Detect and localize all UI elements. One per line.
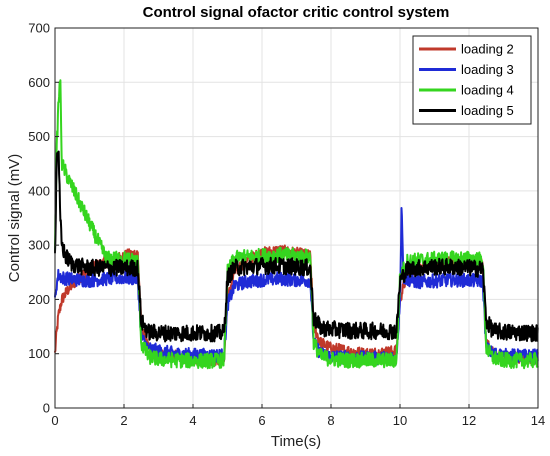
- tick-labels: 0 2 4 6 8 10 12 14 0 100 200 300 400 500 600 700: [28, 21, 545, 429]
- legend-entry-label: loading 2: [461, 42, 514, 57]
- x-tick-label: 4: [189, 413, 196, 428]
- x-tick-label: 6: [258, 413, 265, 428]
- chart-title: Control signal ofactor critic control sy…: [143, 4, 450, 21]
- grid-lines: [54, 27, 539, 409]
- y-tick-label: 400: [28, 183, 50, 198]
- x-tick-label: 0: [51, 413, 58, 428]
- legend-entry-label: loading 4: [461, 83, 514, 98]
- y-tick-label: 500: [28, 129, 50, 144]
- x-axis-label: Time(s): [271, 433, 321, 450]
- series-line-loading-4: [54, 79, 539, 370]
- y-tick-label: 300: [28, 238, 50, 253]
- legend-entry-label: loading 3: [461, 62, 514, 77]
- y-tick-label: 100: [28, 346, 50, 361]
- series-line-loading-5: [54, 150, 539, 343]
- x-tick-label: 12: [462, 413, 476, 428]
- y-tick-label: 600: [28, 75, 50, 90]
- y-axis-label: Control signal (mV): [6, 154, 23, 282]
- y-tick-label: 200: [28, 292, 50, 307]
- plot-frame: [54, 27, 539, 409]
- y-tick-label: 0: [43, 401, 50, 416]
- series-line-loading-3: [54, 207, 539, 366]
- y-tick-label: 700: [28, 21, 50, 36]
- series-lines: [54, 79, 539, 370]
- legend-entry-label: loading 5: [461, 103, 514, 118]
- x-tick-label: 14: [531, 413, 545, 428]
- legend: loading 2 loading 3 loading 4 loading 5: [412, 35, 532, 125]
- x-tick-label: 10: [393, 413, 407, 428]
- x-tick-label: 8: [327, 413, 334, 428]
- x-tick-label: 2: [120, 413, 127, 428]
